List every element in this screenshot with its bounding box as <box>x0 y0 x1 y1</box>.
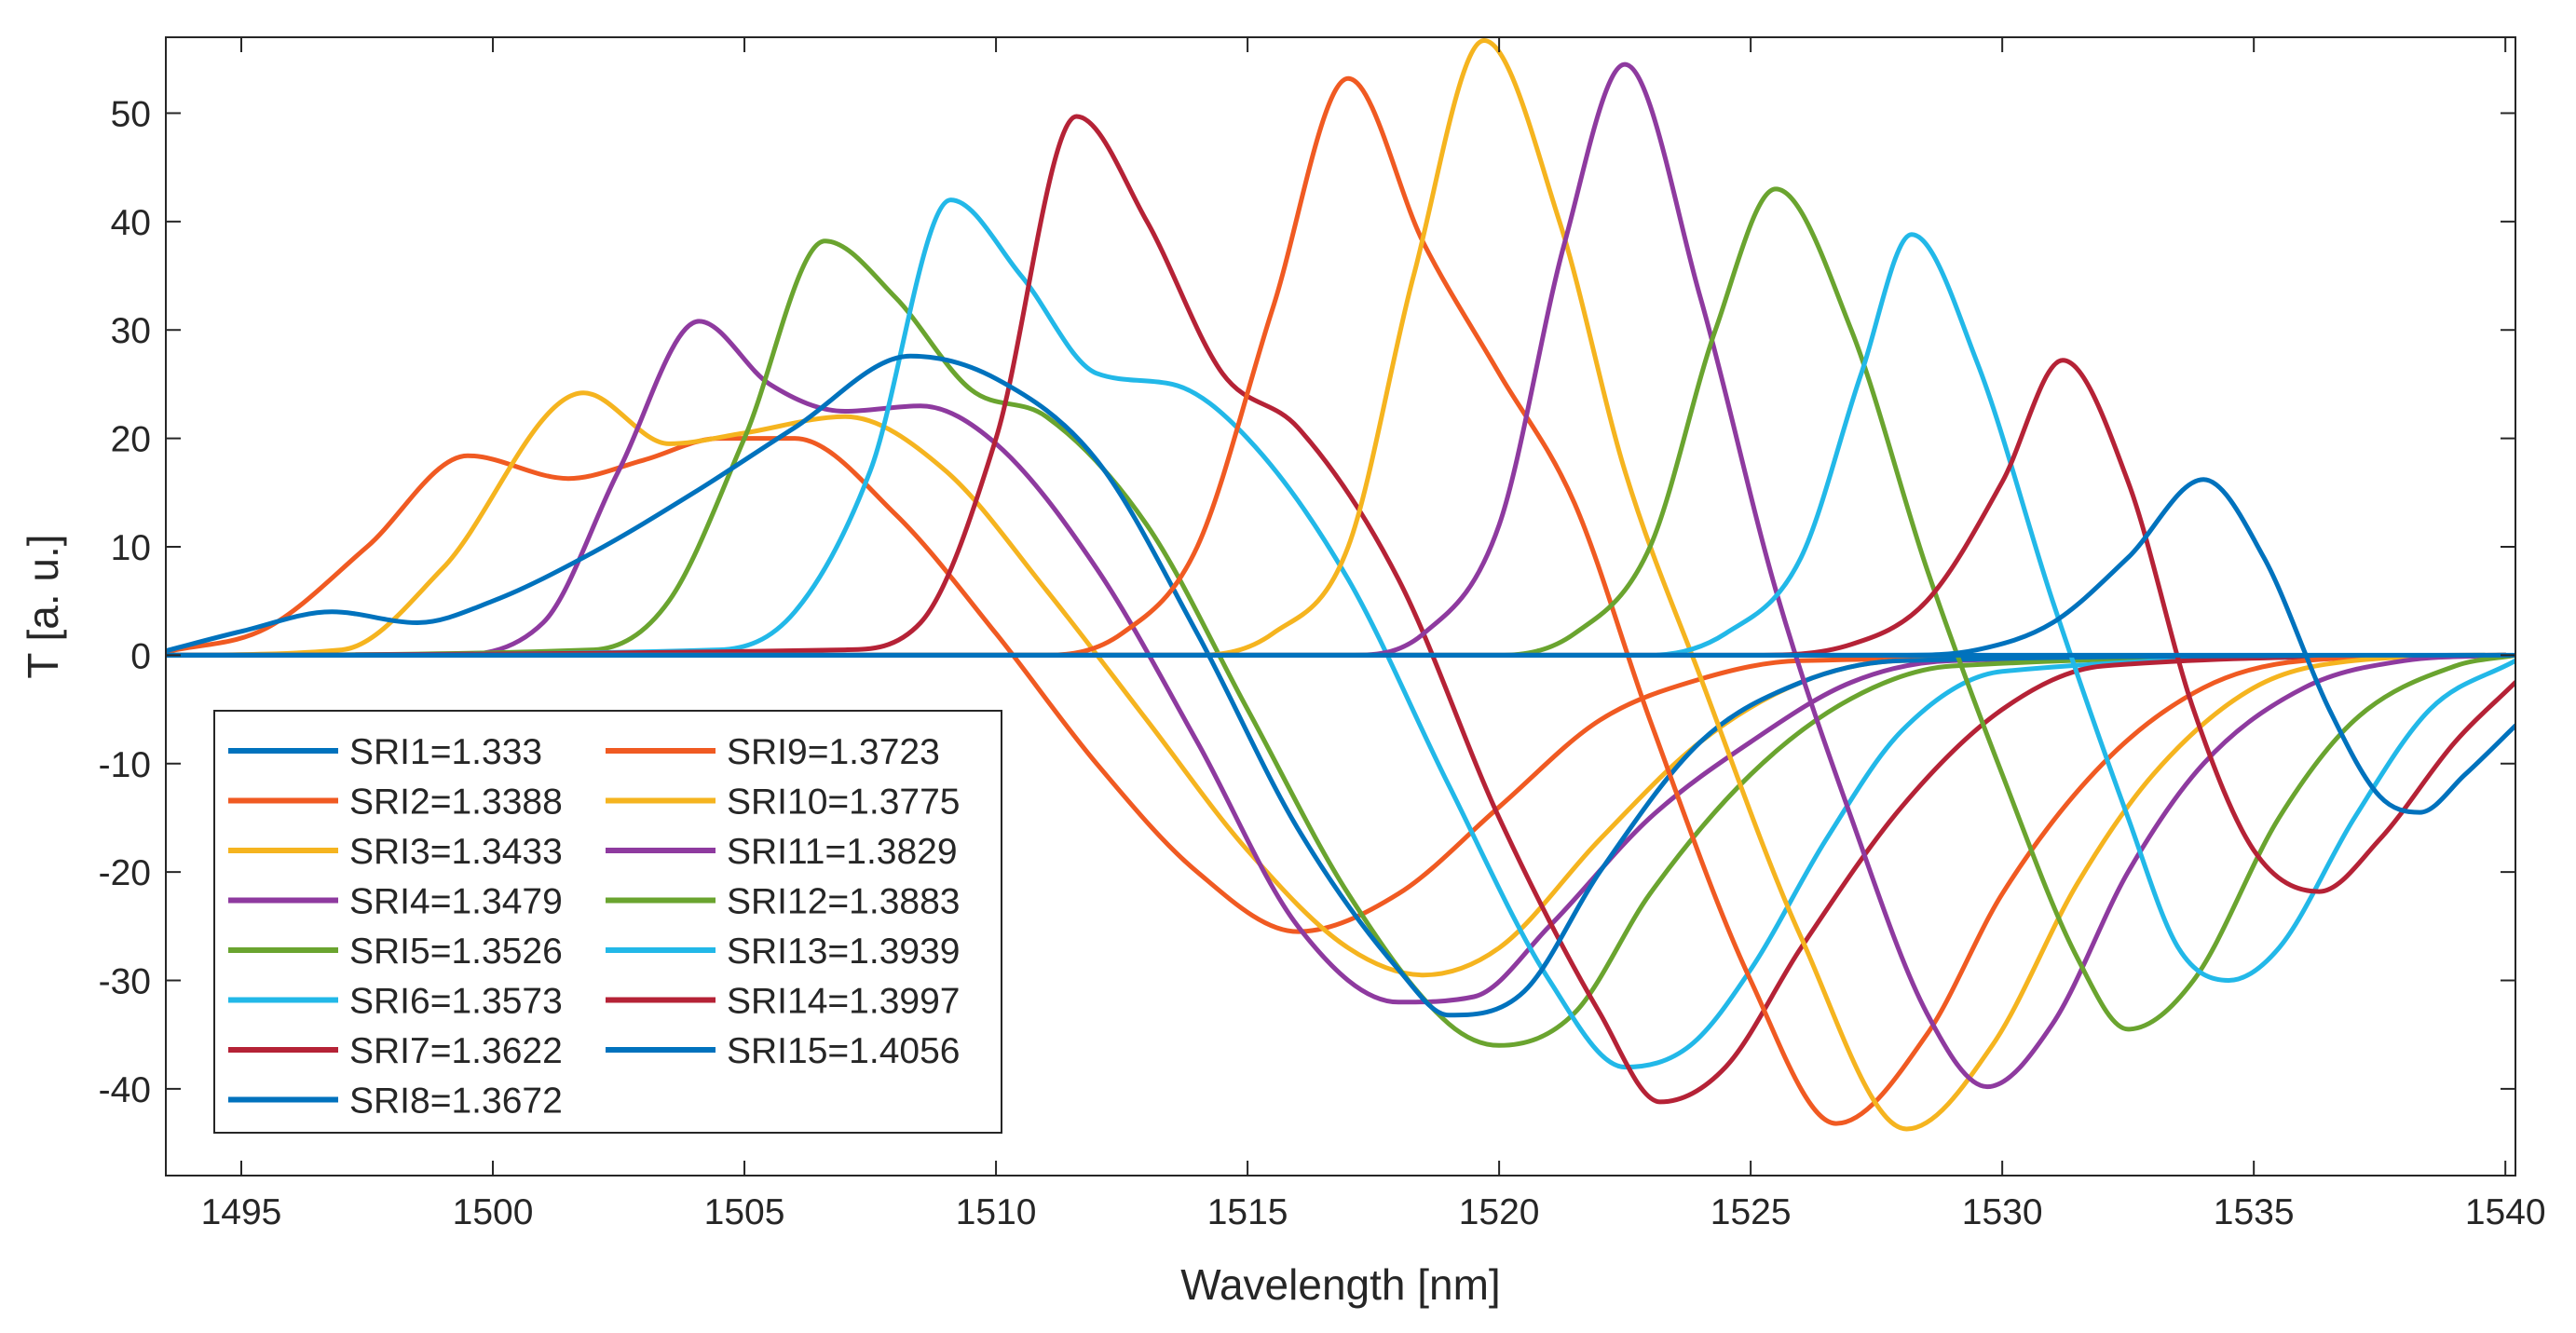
y-tick-label: 40 <box>111 203 151 243</box>
x-tick-label: 1540 <box>2465 1192 2546 1232</box>
y-tick-label: 20 <box>111 420 151 460</box>
x-tick-label: 1495 <box>201 1192 282 1232</box>
x-tick-label: 1525 <box>1711 1192 1792 1232</box>
series-line-5 <box>166 238 2508 1048</box>
legend-entry-12: SRI12=1.3883 <box>727 882 960 922</box>
series-line-11 <box>166 61 2508 1090</box>
legend-entry-2: SRI2=1.3388 <box>349 782 563 823</box>
y-tick-label: 30 <box>111 311 151 351</box>
y-axis-label: T [a. u.] <box>19 534 67 678</box>
x-tick-label: 1500 <box>453 1192 534 1232</box>
y-tick-label: -20 <box>99 853 151 893</box>
legend-entry-6: SRI6=1.3573 <box>349 982 563 1022</box>
y-tick-label: -30 <box>99 962 151 1002</box>
y-tick-label: -10 <box>99 745 151 785</box>
x-tick-label: 1535 <box>2214 1192 2295 1232</box>
series-layer <box>166 38 2515 1132</box>
series-line-7 <box>166 114 2508 1105</box>
legend-entry-10: SRI10=1.3775 <box>727 782 960 823</box>
legend-entry-5: SRI5=1.3526 <box>349 932 563 972</box>
y-tick-label: -40 <box>99 1070 151 1110</box>
legend-entry-15: SRI15=1.4056 <box>727 1031 960 1071</box>
legend-entry-3: SRI3=1.3433 <box>349 832 563 872</box>
series-line-9 <box>166 75 2508 1126</box>
legend-entry-14: SRI14=1.3997 <box>727 982 960 1022</box>
legend-entry-9: SRI9=1.3723 <box>727 732 940 772</box>
legend-entry-7: SRI7=1.3622 <box>349 1031 563 1071</box>
series-line-10 <box>166 38 2508 1132</box>
x-tick-label: 1520 <box>1459 1192 1540 1232</box>
x-axis-label: Wavelength [nm] <box>1180 1260 1500 1309</box>
plot-frame <box>165 36 2516 1177</box>
series-line-4 <box>166 319 2508 1005</box>
y-tick-label: 50 <box>111 94 151 134</box>
y-tick-label: 0 <box>130 636 151 676</box>
legend-entry-11: SRI11=1.3829 <box>727 832 958 872</box>
series-line-6 <box>166 197 2508 1070</box>
series-line-8 <box>166 353 2508 1018</box>
x-tick-label: 1530 <box>1962 1192 2043 1232</box>
legend: SRI1=1.333 SRI2=1.3388 SRI3=1.3433 SRI4=1.3… <box>213 710 1002 1134</box>
x-tick-label: 1510 <box>956 1192 1037 1232</box>
x-tick-label: 1505 <box>704 1192 785 1232</box>
legend-entry-1: SRI1=1.333 <box>349 732 542 772</box>
legend-entry-13: SRI13=1.3939 <box>727 932 960 972</box>
y-tick-label: 10 <box>111 528 151 568</box>
x-tick-label: 1515 <box>1207 1192 1288 1232</box>
ticks-layer: 1495 1500 1505 1510 1515 1520 1525 1530 1535 1540… <box>99 37 2546 1232</box>
legend-entry-8: SRI8=1.3672 <box>349 1081 563 1122</box>
legend-box <box>213 710 1002 1134</box>
legend-entry-4: SRI4=1.3479 <box>349 882 563 922</box>
